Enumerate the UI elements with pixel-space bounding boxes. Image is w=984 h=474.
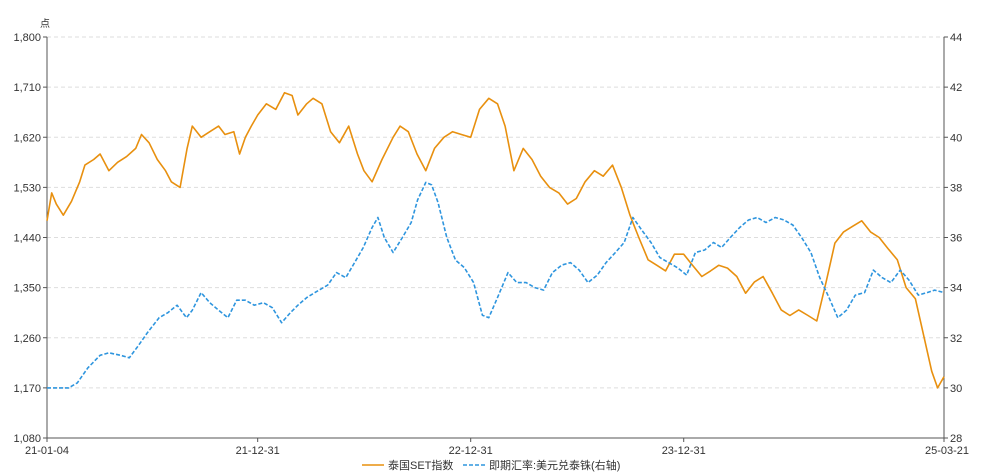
right-tick-label: 44 (950, 32, 962, 44)
left-axis-unit: 点 (40, 18, 50, 30)
left-tick-label: 1,080 (13, 433, 41, 445)
legend: 泰国SET指数 即期汇率:美元兑泰铢(右轴) (362, 458, 620, 472)
x-tick-label: 21-12-31 (236, 445, 280, 457)
x-tick-label: 21-01-04 (25, 445, 69, 457)
x-tick-label: 23-12-31 (662, 445, 706, 457)
left-tick-label: 1,440 (13, 233, 41, 245)
x-axis: 21-01-04 21-12-31 22-12-31 23-12-31 25-03-21 (25, 437, 969, 457)
left-tick-label: 1,170 (13, 383, 41, 395)
right-tick-label: 32 (950, 333, 962, 345)
right-tick-label: 42 (950, 82, 962, 94)
right-tick-label: 34 (950, 283, 962, 295)
left-tick-label: 1,260 (13, 333, 41, 345)
series-layer (46, 91, 945, 389)
left-axis: 1,080 1,170 1,260 1,350 1,440 1,530 1,620 1,710… (13, 32, 48, 445)
x-tick-label: 25-03-21 (925, 445, 969, 457)
right-tick-label: 30 (950, 383, 962, 395)
legend-label-0: 泰国SET指数 (388, 458, 453, 472)
right-tick-label: 28 (950, 433, 962, 445)
left-tick-label: 1,350 (13, 283, 41, 295)
legend-label-1: 即期汇率:美元兑泰铢(右轴) (489, 458, 620, 472)
right-tick-label: 40 (950, 132, 962, 144)
series-1-points (46, 182, 945, 389)
series-line-1 (47, 181, 945, 389)
right-axis: 28 30 32 34 36 38 40 42 44 (943, 32, 962, 445)
x-tick-label: 22-12-31 (449, 445, 493, 457)
grid-lines (47, 36, 944, 389)
series-line-0 (46, 91, 945, 389)
left-tick-label: 1,530 (13, 182, 41, 194)
left-tick-label: 1,710 (13, 82, 41, 94)
left-tick-label: 1,800 (13, 32, 41, 44)
right-tick-label: 36 (950, 233, 962, 245)
series-0-points (46, 92, 945, 389)
right-tick-label: 38 (950, 182, 962, 194)
left-tick-label: 1,620 (13, 132, 41, 144)
